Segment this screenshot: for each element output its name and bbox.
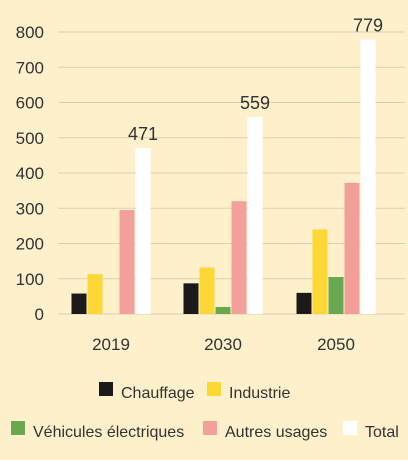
legend-swatch xyxy=(203,421,217,435)
y-tick-label: 700 xyxy=(16,58,44,77)
bar-industrie xyxy=(87,274,103,314)
legend-label: Chauffage xyxy=(121,385,195,402)
y-tick-label: 100 xyxy=(16,270,44,289)
legend-label: Total xyxy=(365,424,399,441)
legend-label: Industrie xyxy=(229,385,290,402)
legend-swatch xyxy=(207,382,221,396)
bar-chauffage xyxy=(296,292,312,314)
y-tick-label: 600 xyxy=(16,94,44,113)
bar-autres-usages xyxy=(119,210,135,314)
x-tick-label: 2030 xyxy=(204,335,242,354)
bar-v-hicules-lectriques xyxy=(328,276,344,314)
bar-autres-usages xyxy=(344,182,360,314)
bar-chauffage xyxy=(183,283,199,314)
data-label: 779 xyxy=(353,15,383,35)
data-label: 559 xyxy=(240,93,270,113)
x-tick-label: 2019 xyxy=(92,335,130,354)
bar-total xyxy=(247,116,263,314)
bar-autres-usages xyxy=(231,201,247,314)
bar-chauffage xyxy=(71,293,87,314)
y-tick-label: 800 xyxy=(16,23,44,42)
bar-total xyxy=(360,39,376,315)
bar-industrie xyxy=(312,229,328,314)
bar-industrie xyxy=(199,267,215,314)
legend-swatch xyxy=(11,421,25,435)
bar-v-hicules-lectriques xyxy=(215,306,231,314)
y-tick-label: 500 xyxy=(16,129,44,148)
legend-label: Véhicules électriques xyxy=(33,424,184,441)
y-tick-label: 0 xyxy=(35,305,44,324)
y-tick-label: 400 xyxy=(16,164,44,183)
bar-total xyxy=(135,147,151,314)
x-tick-label: 2050 xyxy=(317,335,355,354)
y-tick-label: 200 xyxy=(16,235,44,254)
legend-label: Autres usages xyxy=(225,424,327,441)
data-label: 471 xyxy=(128,124,158,144)
legend-swatch xyxy=(343,421,357,435)
y-tick-label: 300 xyxy=(16,199,44,218)
legend-swatch xyxy=(99,382,113,396)
